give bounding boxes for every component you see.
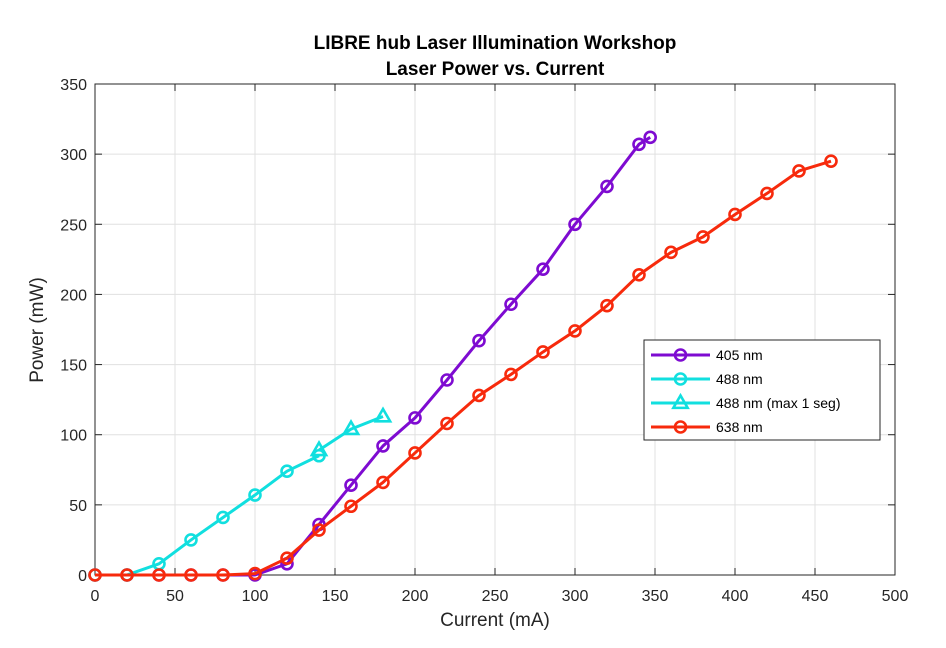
data-point-638-nm <box>88 568 102 582</box>
data-point-638-nm <box>504 367 518 382</box>
data-point-405-nm <box>472 333 486 348</box>
x-tick-label: 100 <box>242 588 269 605</box>
y-axis-label: Power (mW) <box>27 277 48 383</box>
data-point-488-nm <box>184 533 198 547</box>
data-point-405-nm <box>504 297 518 312</box>
series-638-nm <box>88 154 838 582</box>
data-point-638-nm <box>280 551 294 565</box>
legend-swatch-marker <box>671 392 690 410</box>
legend-swatch-marker <box>673 420 688 434</box>
x-tick-label: 500 <box>882 588 909 605</box>
x-tick-label: 400 <box>722 588 749 605</box>
legend-swatch-marker <box>673 372 688 386</box>
y-tick-label: 0 <box>78 568 87 585</box>
y-tick-label: 50 <box>69 498 87 515</box>
x-axis-label: Current (mA) <box>440 610 550 631</box>
legend-item-405-nm: 405 nm <box>651 347 763 363</box>
x-tick-label: 250 <box>482 588 509 605</box>
data-point-638-nm <box>440 416 454 431</box>
data-point-488-nm <box>216 510 230 525</box>
legend-item-638-nm: 638 nm <box>651 419 763 435</box>
data-point-638-nm <box>696 230 710 244</box>
legend-label: 488 nm <box>716 371 763 387</box>
data-point-638-nm <box>152 568 166 582</box>
x-tick-label: 450 <box>802 588 829 605</box>
data-point-638-nm <box>120 568 134 582</box>
data-point-405-nm <box>376 439 390 453</box>
legend-label: 488 nm (max 1 seg) <box>716 395 841 411</box>
data-point-638-nm <box>408 446 422 460</box>
data-point-488-nm-max-1-seg <box>309 440 329 457</box>
data-point-638-nm <box>536 345 550 359</box>
y-tick-label: 350 <box>60 77 87 94</box>
data-point-405-nm <box>568 217 582 232</box>
x-tick-label: 0 <box>91 588 100 605</box>
data-point-638-nm <box>664 245 678 260</box>
grid <box>94 83 896 576</box>
y-tick-label: 250 <box>60 217 87 234</box>
series-488-nm-max-1-seg <box>309 406 393 457</box>
x-tick-label: 150 <box>322 588 349 605</box>
data-point-405-nm <box>632 137 646 152</box>
series-group <box>88 130 838 582</box>
legend-swatch-marker <box>673 348 688 362</box>
data-point-638-nm <box>472 388 486 403</box>
data-point-638-nm <box>344 499 358 514</box>
data-point-638-nm <box>248 566 262 581</box>
data-point-488-nm <box>280 464 294 478</box>
legend-item-488-nm: 488 nm <box>651 371 763 387</box>
x-tick-label: 200 <box>402 588 429 605</box>
series-line-488-nm <box>95 454 320 577</box>
y-tick-label: 150 <box>60 358 87 375</box>
data-point-405-nm <box>408 411 422 425</box>
data-point-488-nm-max-1-seg <box>341 418 361 436</box>
data-point-638-nm <box>568 324 582 338</box>
data-point-405-nm <box>440 373 454 387</box>
data-point-488-nm-max-1-seg <box>373 406 393 423</box>
data-point-405-nm <box>536 262 550 276</box>
chart-title-line-1: LIBRE hub Laser Illumination Workshop <box>314 33 677 54</box>
data-point-638-nm <box>376 475 390 490</box>
legend: 405 nm 488 nm 488 nm (max 1 seg) 638 nm <box>643 339 881 441</box>
y-tick-label: 200 <box>60 287 87 304</box>
chart-title-line-2: Laser Power vs. Current <box>386 59 605 80</box>
data-point-638-nm <box>728 207 742 222</box>
data-point-638-nm <box>184 568 198 582</box>
x-tick-label: 350 <box>642 588 669 605</box>
data-point-638-nm <box>312 523 326 537</box>
data-point-638-nm <box>760 186 774 201</box>
x-tick-label: 50 <box>166 588 184 605</box>
data-point-405-nm <box>643 130 658 145</box>
data-point-638-nm <box>824 154 838 168</box>
data-point-638-nm <box>632 267 646 282</box>
data-point-638-nm <box>600 298 614 313</box>
data-point-488-nm <box>248 488 262 502</box>
series-line-405-nm <box>95 136 651 577</box>
data-point-638-nm <box>792 164 806 178</box>
series-line-488-nm-max-1-seg <box>318 415 384 452</box>
data-point-638-nm <box>216 568 230 582</box>
legend-label: 405 nm <box>716 347 763 363</box>
y-tick-label: 100 <box>60 428 87 445</box>
legend-label: 638 nm <box>716 419 763 435</box>
x-tick-label: 300 <box>562 588 589 605</box>
y-tick-label: 300 <box>60 147 87 164</box>
series-405-nm <box>88 130 658 582</box>
data-point-405-nm <box>600 179 614 194</box>
legend-item-488-nm-max-1-seg: 488 nm (max 1 seg) <box>651 392 841 411</box>
data-point-405-nm <box>344 478 358 493</box>
